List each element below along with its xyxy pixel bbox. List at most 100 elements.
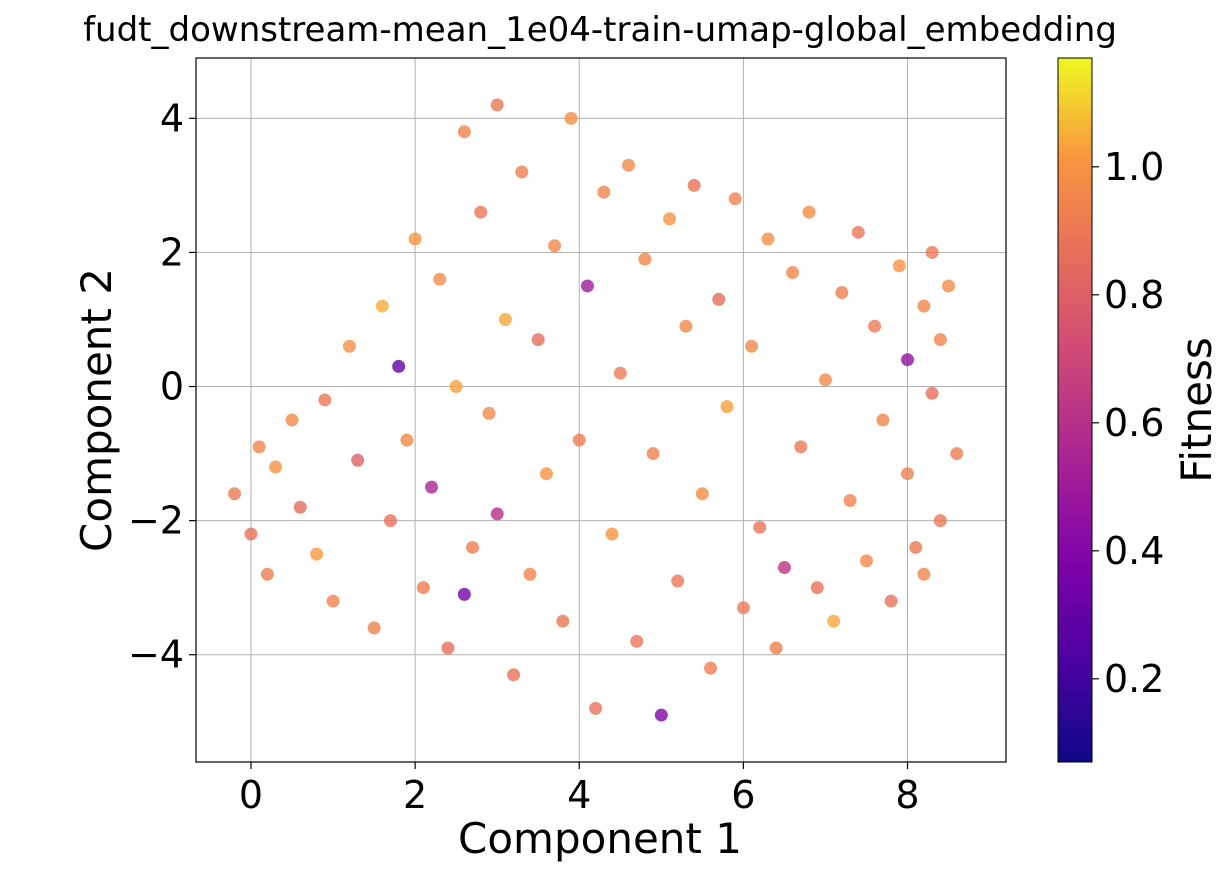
scatter-point bbox=[228, 487, 242, 501]
y-tick-label: 4 bbox=[160, 96, 184, 140]
scatter-point bbox=[909, 540, 923, 554]
scatter-point bbox=[490, 507, 504, 521]
scatter-point bbox=[630, 634, 644, 648]
scatter-point bbox=[802, 205, 816, 219]
colorbar-ticks: 0.2 0.4 0.6 0.8 1.0 bbox=[1092, 145, 1164, 701]
scatter-point bbox=[531, 333, 545, 347]
scatter-point bbox=[695, 487, 709, 501]
scatter-point bbox=[704, 661, 718, 675]
y-tick-label: 0 bbox=[160, 365, 184, 409]
scatter-point bbox=[901, 353, 915, 367]
scatter-point bbox=[868, 319, 882, 333]
plot-frame bbox=[195, 57, 1007, 763]
scatter-point bbox=[383, 514, 397, 528]
scatter-point bbox=[260, 567, 274, 581]
scatter-point bbox=[654, 708, 668, 722]
scatter-point bbox=[613, 366, 627, 380]
x-tick-label: 2 bbox=[403, 773, 427, 817]
colorbar-tick-label: 0.2 bbox=[1104, 657, 1164, 701]
scatter-point bbox=[851, 225, 865, 239]
scatter-point bbox=[293, 500, 307, 514]
scatter-point bbox=[466, 540, 480, 554]
scatter-point bbox=[745, 339, 759, 353]
scatter-point bbox=[859, 554, 873, 568]
scatter-point bbox=[605, 527, 619, 541]
colorbar-tick-label: 0.6 bbox=[1104, 401, 1164, 445]
scatter-point bbox=[490, 98, 504, 112]
colorbar-tick-label: 0.8 bbox=[1104, 273, 1164, 317]
scatter-point bbox=[736, 601, 750, 615]
scatter-point bbox=[761, 232, 775, 246]
scatter-point bbox=[572, 433, 586, 447]
scatter-point bbox=[786, 266, 800, 280]
scatter-point bbox=[646, 447, 660, 461]
x-axis-label: Component 1 bbox=[458, 814, 742, 863]
scatter-point bbox=[950, 447, 964, 461]
scatter-point bbox=[449, 380, 463, 394]
scatter-point bbox=[884, 594, 898, 608]
scatter-point bbox=[933, 333, 947, 347]
scatter-point bbox=[457, 587, 471, 601]
scatter-point bbox=[548, 239, 562, 253]
scatter-point bbox=[523, 567, 537, 581]
x-axis-ticks: 0 2 4 6 8 bbox=[239, 762, 920, 817]
scatter-point bbox=[777, 561, 791, 575]
scatter-point bbox=[671, 574, 685, 588]
scatter-point bbox=[416, 581, 430, 595]
x-tick-label: 8 bbox=[895, 773, 919, 817]
scatter-point bbox=[507, 668, 521, 682]
scatter-point bbox=[589, 701, 603, 715]
scatter-point bbox=[818, 373, 832, 387]
colorbar bbox=[1057, 57, 1093, 763]
scatter-point bbox=[244, 527, 258, 541]
scatter-point bbox=[933, 514, 947, 528]
grid-lines bbox=[196, 58, 1006, 762]
scatter-point bbox=[687, 178, 701, 192]
scatter-point bbox=[285, 413, 299, 427]
scatter-point bbox=[753, 520, 767, 534]
scatter-point bbox=[843, 494, 857, 508]
scatter-point bbox=[515, 165, 529, 179]
scatter-point bbox=[728, 192, 742, 206]
scatter-point bbox=[835, 286, 849, 300]
scatter-point bbox=[712, 292, 726, 306]
scatter-point bbox=[901, 467, 915, 481]
scatter-point bbox=[392, 359, 406, 373]
scatter-point bbox=[474, 205, 488, 219]
scatter-point bbox=[679, 319, 693, 333]
scatter-point bbox=[580, 279, 594, 293]
scatter-point bbox=[917, 567, 931, 581]
scatter-point bbox=[367, 621, 381, 635]
scatter-point bbox=[400, 433, 414, 447]
scatter-point bbox=[925, 386, 939, 400]
scatter-point bbox=[827, 614, 841, 628]
y-tick-label: −4 bbox=[128, 633, 184, 677]
chart-title: fudt_downstream-mean_1e04-train-umap-glo… bbox=[83, 10, 1117, 50]
scatter-point bbox=[498, 312, 512, 326]
scatter-point bbox=[663, 212, 677, 226]
scatter-point bbox=[269, 460, 283, 474]
scatter-point bbox=[441, 641, 455, 655]
scatter-point bbox=[457, 125, 471, 139]
scatter-point bbox=[252, 440, 266, 454]
scatter-point bbox=[326, 594, 340, 608]
scatter-point bbox=[638, 252, 652, 266]
scatter-point bbox=[597, 185, 611, 199]
scatter-point bbox=[310, 547, 324, 561]
scatter-point bbox=[318, 393, 332, 407]
scatter-point bbox=[794, 440, 808, 454]
scatter-point bbox=[564, 111, 578, 125]
scatter-point bbox=[342, 339, 356, 353]
y-tick-label: 2 bbox=[160, 230, 184, 274]
scatter-point bbox=[942, 279, 956, 293]
scatter-point bbox=[917, 299, 931, 313]
scatter-points bbox=[228, 98, 964, 722]
scatter-point bbox=[769, 641, 783, 655]
scatter-point bbox=[925, 245, 939, 259]
scatter-point bbox=[351, 453, 365, 467]
y-axis-label: Component 2 bbox=[72, 268, 121, 552]
scatter-point bbox=[556, 614, 570, 628]
colorbar-tick-label: 0.4 bbox=[1104, 529, 1164, 573]
colorbar-label: Fitness bbox=[1172, 337, 1221, 482]
